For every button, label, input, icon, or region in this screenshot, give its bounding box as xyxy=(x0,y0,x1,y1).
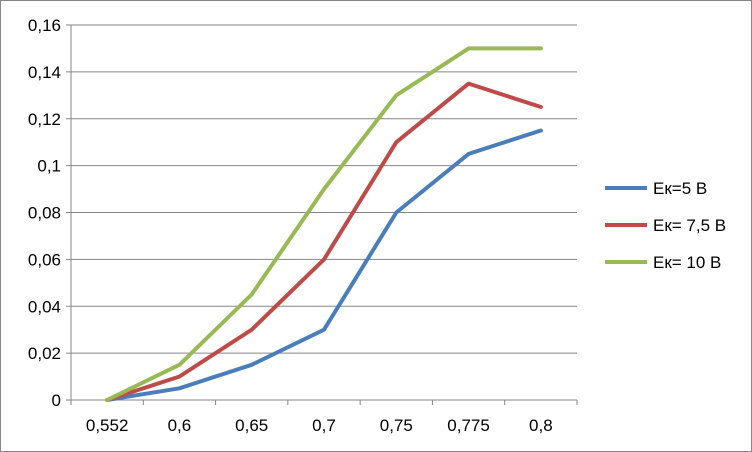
y-tick-label: 0,04 xyxy=(28,297,61,316)
y-tick-label: 0,16 xyxy=(28,16,61,35)
x-tick-label: 0,6 xyxy=(168,416,192,435)
series-line-2 xyxy=(105,81,543,402)
y-tick-label: 0,14 xyxy=(28,63,61,82)
series-line-3 xyxy=(105,46,543,402)
x-tick-label: 0,775 xyxy=(447,416,490,435)
y-tick-label: 0 xyxy=(52,391,61,410)
y-tick-label: 0,06 xyxy=(28,250,61,269)
x-tick-label: 0,65 xyxy=(235,416,268,435)
y-tick-label: 0,12 xyxy=(28,110,61,129)
x-tick-label: 0,552 xyxy=(86,416,129,435)
x-axis-tick-labels: 0,552 0,6 0,65 0,7 0,75 0,775 0,8 xyxy=(86,416,553,435)
y-axis-tick-labels: 0 0,02 0,04 0,06 0,08 0,1 0,12 0,14 0,16 xyxy=(28,16,61,410)
y-tick-label: 0,08 xyxy=(28,204,61,223)
series-line-1 xyxy=(105,128,543,402)
legend-label: Eк= 7,5 В xyxy=(653,216,726,235)
y-tick-label: 0,1 xyxy=(37,157,61,176)
legend-label: Eк= 10 В xyxy=(653,253,721,272)
y-tick-label: 0,02 xyxy=(28,344,61,363)
legend: Eк=5 В Eк= 7,5 В Eк= 10 В xyxy=(605,179,726,272)
x-tick-label: 0,8 xyxy=(529,416,553,435)
x-tick-label: 0,7 xyxy=(312,416,336,435)
axes xyxy=(66,24,578,405)
legend-label: Eк=5 В xyxy=(653,179,707,198)
x-tick-label: 0,75 xyxy=(380,416,413,435)
series-lines xyxy=(105,46,543,402)
